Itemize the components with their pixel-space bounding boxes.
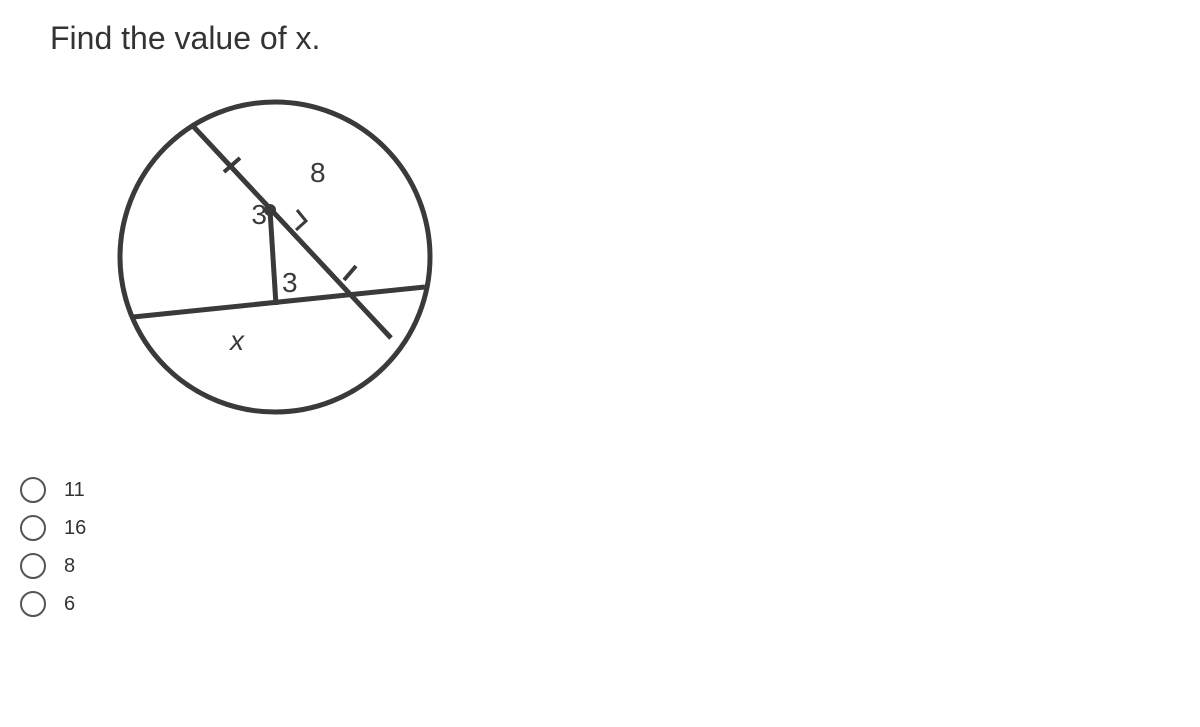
question-text: Find the value of x. xyxy=(50,20,1150,57)
radio-circle[interactable] xyxy=(20,515,46,541)
label-3-top: 3 xyxy=(251,199,267,230)
circle-diagram: 8 3 3 x xyxy=(100,82,450,432)
option-label: 6 xyxy=(64,593,75,616)
radio-circle[interactable] xyxy=(20,553,46,579)
label-x: x xyxy=(228,325,245,356)
label-3-bottom: 3 xyxy=(282,267,298,298)
label-8: 8 xyxy=(310,157,326,188)
option-label: 16 xyxy=(64,517,86,540)
diagram-container: 8 3 3 x xyxy=(100,82,1150,437)
options-container: 11 16 8 6 xyxy=(20,477,1150,617)
option-label: 11 xyxy=(64,479,85,502)
radio-circle[interactable] xyxy=(20,477,46,503)
option-label: 8 xyxy=(64,555,75,578)
option-row[interactable]: 6 xyxy=(20,591,1150,617)
radio-circle[interactable] xyxy=(20,591,46,617)
option-row[interactable]: 8 xyxy=(20,553,1150,579)
option-row[interactable]: 16 xyxy=(20,515,1150,541)
option-row[interactable]: 11 xyxy=(20,477,1150,503)
